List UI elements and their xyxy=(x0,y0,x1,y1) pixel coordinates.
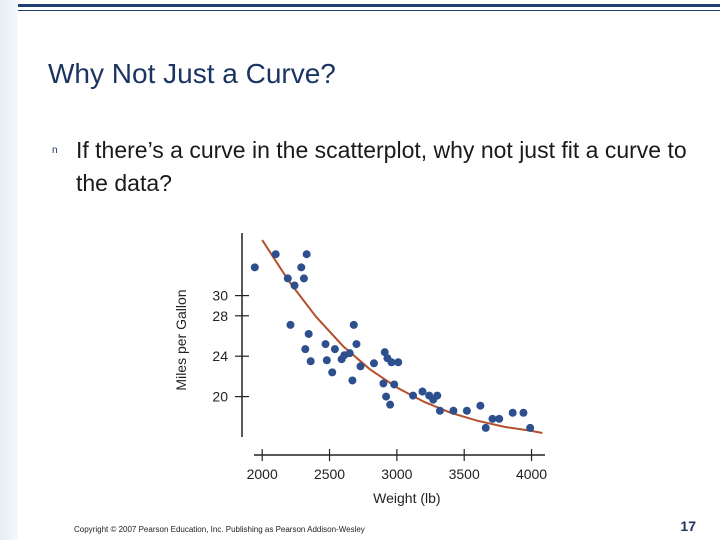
data-point xyxy=(369,359,378,368)
x-tick-label: 3500 xyxy=(449,466,480,482)
data-point xyxy=(290,281,299,290)
x-tick-label: 3000 xyxy=(381,466,412,482)
copyright-footer: Copyright © 2007 Pearson Education, Inc.… xyxy=(74,525,365,534)
data-point xyxy=(286,320,295,329)
data-point xyxy=(330,345,339,354)
data-point xyxy=(304,329,313,338)
left-decorative-bar xyxy=(0,0,18,540)
data-point xyxy=(481,423,490,432)
data-point xyxy=(387,358,396,367)
y-tick-label: 28 xyxy=(212,308,228,324)
chart-axes: 20 24 28 30 2000 2500 3000 3500 4000 xyxy=(212,233,547,482)
y-tick-label: 20 xyxy=(212,389,228,405)
y-tick-label: 30 xyxy=(212,288,228,304)
data-point xyxy=(250,263,259,272)
data-point xyxy=(356,362,365,371)
data-point xyxy=(476,401,485,410)
top-rule xyxy=(18,4,720,7)
x-tick-label: 2000 xyxy=(247,466,278,482)
page-number: 17 xyxy=(680,518,696,534)
y-axis-label: Miles per Gallon xyxy=(173,289,189,390)
slide-title: Why Not Just a Curve? xyxy=(48,58,336,89)
data-point xyxy=(519,408,528,417)
data-point xyxy=(306,357,315,366)
data-point xyxy=(345,349,354,358)
x-tick-label: 4000 xyxy=(516,466,547,482)
data-point xyxy=(433,391,442,400)
data-point xyxy=(379,379,388,388)
x-tick-label: 2500 xyxy=(314,466,345,482)
y-tick-label: 24 xyxy=(212,348,228,364)
data-point xyxy=(462,406,471,415)
x-axis-label: Weight (lb) xyxy=(373,490,440,506)
data-point xyxy=(495,414,504,423)
data-point xyxy=(299,274,308,283)
data-point xyxy=(449,406,458,415)
data-point xyxy=(380,348,389,357)
data-point xyxy=(302,250,311,259)
data-point xyxy=(488,414,497,423)
chart-points xyxy=(250,250,535,432)
scatterplot-chart: 20 24 28 30 2000 2500 3000 3500 4000 Weight (lb)… xyxy=(173,233,547,506)
data-point xyxy=(386,400,395,409)
data-point xyxy=(322,356,331,365)
data-point xyxy=(508,408,517,417)
data-point xyxy=(352,340,361,349)
data-point xyxy=(297,263,306,272)
data-point xyxy=(271,250,280,259)
data-point xyxy=(283,274,292,283)
data-point xyxy=(348,376,357,385)
data-point xyxy=(301,345,310,354)
data-point xyxy=(382,392,391,401)
top-rule-thin xyxy=(18,10,720,11)
data-point xyxy=(321,340,330,349)
data-point xyxy=(418,387,427,396)
data-point xyxy=(435,406,444,415)
data-point xyxy=(394,358,403,367)
bullet-text: If there’s a curve in the scatterplot, w… xyxy=(76,137,687,196)
data-point xyxy=(526,423,535,432)
data-point xyxy=(349,320,358,329)
data-point xyxy=(328,368,337,377)
data-point xyxy=(409,391,418,400)
bullet-marker-icon: n xyxy=(52,145,58,156)
data-point xyxy=(390,380,399,389)
